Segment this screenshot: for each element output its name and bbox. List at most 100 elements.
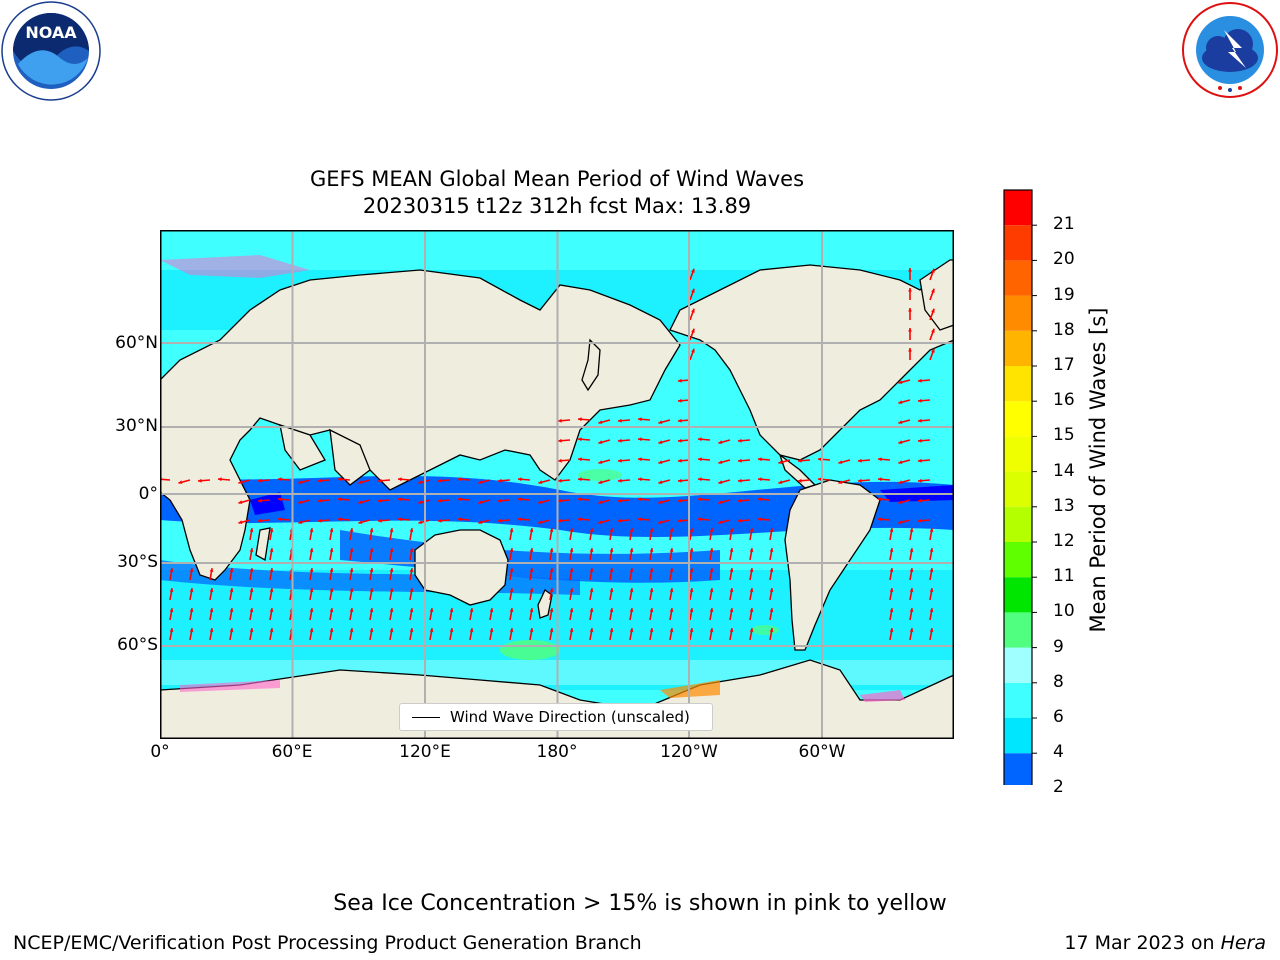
- wave-direction-arrowhead: [469, 608, 474, 612]
- lon-label-60e: 60°E: [271, 742, 313, 762]
- wave-direction-arrowhead: [258, 478, 262, 483]
- wave-direction-arrowhead: [278, 517, 282, 522]
- wave-direction-arrowhead: [638, 477, 642, 482]
- wave-direction-arrowhead: [298, 480, 303, 484]
- wave-direction-arrowhead: [898, 460, 903, 464]
- wave-direction-arrowhead: [758, 517, 762, 522]
- map-frame: [160, 230, 954, 739]
- wave-direction-arrowhead: [898, 520, 903, 524]
- wave-direction-arrowhead: [358, 480, 363, 484]
- wave-direction-arrowhead: [918, 478, 922, 483]
- colorbar-tick-label: 15: [1053, 425, 1075, 446]
- wave-direction-arrowhead: [638, 417, 642, 422]
- wave-direction-arrowhead: [889, 548, 894, 552]
- wave-direction-arrowhead: [529, 568, 534, 572]
- wave-direction-arrowhead: [889, 588, 894, 592]
- wave-direction-arrowhead: [858, 458, 862, 463]
- colorbar-tick-label: 10: [1053, 601, 1075, 622]
- wave-direction-arrowhead: [569, 528, 574, 532]
- wave-direction-arrowhead: [329, 628, 334, 632]
- wave-direction-arrowhead: [398, 517, 402, 522]
- legend-line-swatch: [412, 716, 440, 718]
- colorbar-tick-label: 6: [1053, 707, 1064, 727]
- wave-direction-arrowhead: [189, 568, 194, 572]
- wave-direction-arrowhead: [558, 458, 562, 463]
- wave-direction-arrowhead: [378, 498, 382, 503]
- wave-direction-arrowhead: [629, 628, 634, 632]
- wave-direction-arrowhead: [169, 628, 174, 632]
- wave-direction-arrowhead: [678, 458, 682, 463]
- wave-direction-arrowhead: [329, 528, 334, 532]
- wave-direction-arrowhead: [918, 458, 922, 463]
- lon-label-0: 0°: [150, 742, 170, 762]
- wave-direction-arrowhead: [529, 608, 534, 612]
- wave-direction-arrowhead: [738, 498, 742, 503]
- wave-direction-arrowhead: [458, 517, 462, 522]
- wave-direction-arrowhead: [749, 608, 754, 612]
- wave-direction-arrowhead: [589, 628, 594, 632]
- wave-direction-arrowhead: [929, 568, 934, 572]
- colorbar: [1000, 185, 1050, 818]
- colorbar-tick-label: 8: [1053, 671, 1064, 692]
- wave-direction-arrowhead: [909, 608, 914, 612]
- wave-direction-arrowhead: [889, 628, 894, 632]
- wave-direction-arrowhead: [718, 520, 723, 524]
- wave-direction-arrowhead: [618, 438, 622, 443]
- noaa-logo: NOAA: [0, 0, 102, 102]
- wave-direction-arrowhead: [598, 420, 603, 424]
- wave-direction-arrowhead: [509, 548, 514, 552]
- wave-direction-arrowhead: [618, 478, 622, 483]
- wave-direction-arrowhead: [549, 568, 554, 572]
- wave-direction-arrow: [160, 478, 171, 481]
- wave-direction-arrowhead: [329, 548, 334, 552]
- wave-direction-arrowhead: [369, 568, 374, 572]
- wave-direction-arrowhead: [898, 440, 903, 444]
- wave-direction-arrowhead: [358, 520, 363, 524]
- wave-direction-arrowhead: [589, 608, 594, 612]
- wave-direction-arrowhead: [669, 628, 674, 632]
- wave-direction-arrowhead: [738, 458, 742, 463]
- wave-direction-arrowhead: [169, 608, 174, 612]
- wave-direction-arrowhead: [889, 608, 894, 612]
- wave-direction-arrowhead: [218, 477, 222, 482]
- wave-direction-arrowhead: [209, 628, 214, 632]
- colorbar-segment: [1004, 190, 1032, 226]
- wave-direction-arrowhead: [478, 520, 483, 524]
- colorbar-tick-label: 18: [1053, 319, 1075, 340]
- wave-direction-arrowhead: [669, 608, 674, 612]
- wave-direction-arrowhead: [569, 588, 574, 592]
- wave-direction-arrowhead: [798, 478, 802, 483]
- wave-direction-arrowhead: [378, 518, 382, 523]
- wave-direction-arrowhead: [498, 498, 502, 503]
- wave-direction-arrowhead: [549, 608, 554, 612]
- wave-direction-arrowhead: [658, 500, 663, 504]
- wave-direction-arrowhead: [249, 628, 254, 632]
- colorbar-tick-label: 2: [1053, 777, 1064, 798]
- wave-direction-arrowhead: [638, 437, 642, 442]
- wave-direction-arrowhead: [429, 628, 434, 632]
- colorbar-segment: [1004, 225, 1032, 261]
- wave-direction-arrowhead: [598, 440, 603, 444]
- wave-direction-arrowhead: [498, 478, 502, 483]
- wave-direction-arrowhead: [749, 548, 754, 552]
- wave-direction-arrowhead: [598, 460, 603, 464]
- wave-direction-arrowhead: [749, 588, 754, 592]
- wave-direction-arrowhead: [778, 480, 783, 484]
- chart-subtitle: 20230315 t12z 312h fcst Max: 13.89: [362, 194, 752, 218]
- wave-direction-arrowhead: [269, 628, 274, 632]
- wave-direction-arrowhead: [509, 528, 514, 532]
- wave-direction-arrowhead: [378, 478, 382, 483]
- wave-direction-arrowhead: [878, 477, 882, 482]
- wave-direction-arrowhead: [629, 548, 634, 552]
- wave-direction-arrowhead: [698, 477, 702, 482]
- wave-direction-arrowhead: [609, 548, 614, 552]
- wave-direction-arrowhead: [709, 628, 714, 632]
- wave-direction-arrowhead: [929, 528, 934, 532]
- wave-direction-arrowhead: [298, 520, 303, 524]
- wave-direction-arrowhead: [589, 548, 594, 552]
- lon-label-120w: 120°W: [660, 742, 718, 762]
- wave-direction-arrowhead: [409, 628, 414, 632]
- wave-direction-arrowhead: [198, 478, 202, 483]
- wave-direction-arrowhead: [698, 437, 702, 442]
- wave-direction-arrowhead: [678, 438, 682, 443]
